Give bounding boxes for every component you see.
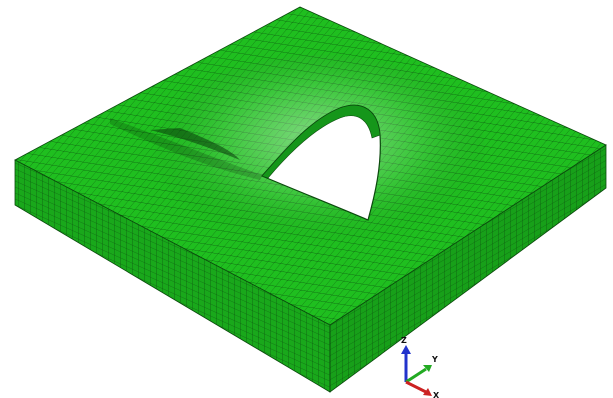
axis-triad: Z Y X (401, 336, 440, 398)
x-arrowhead-icon (423, 388, 432, 396)
y-axis-label: Y (431, 355, 438, 364)
x-axis-icon (405, 380, 427, 394)
dome-crease-shadow (110, 118, 262, 180)
z-arrowhead-icon (401, 345, 411, 354)
dome-crease (150, 128, 240, 160)
hole-inner-wall (261, 105, 381, 179)
plate-mesh (14, 6, 607, 393)
z-axis-label: Z (401, 336, 407, 345)
x-axis-label: X (433, 391, 440, 398)
y-arrowhead-icon (423, 365, 432, 372)
y-axis-icon (405, 367, 427, 384)
plate-right-face (329, 144, 607, 393)
